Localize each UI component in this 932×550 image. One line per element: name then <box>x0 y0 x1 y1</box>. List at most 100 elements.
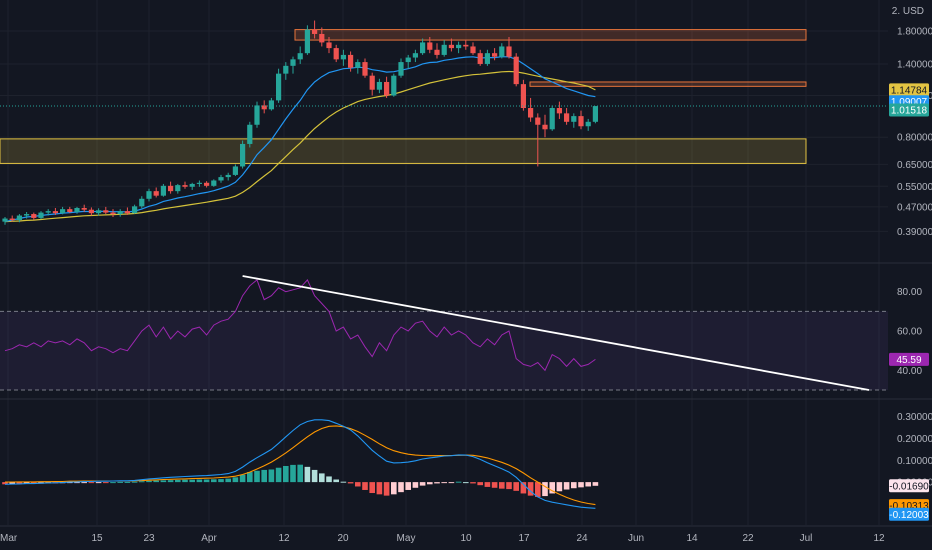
resistance-zone-top[interactable] <box>294 29 807 41</box>
candle[interactable] <box>304 25 310 55</box>
candle[interactable] <box>52 208 58 215</box>
candle[interactable] <box>103 206 109 215</box>
candle[interactable] <box>67 206 73 214</box>
macd-histogram-bar[interactable] <box>268 469 275 483</box>
macd-histogram-bar[interactable] <box>398 482 404 493</box>
candle[interactable] <box>153 187 159 198</box>
macd-histogram-bar[interactable] <box>455 481 462 483</box>
currency-label[interactable]: 2. USD <box>891 6 924 17</box>
macd-histogram-bar[interactable] <box>542 482 548 497</box>
candle[interactable] <box>348 51 354 72</box>
candle[interactable] <box>196 180 202 187</box>
macd-histogram-bar[interactable] <box>146 480 152 483</box>
candle[interactable] <box>110 209 116 218</box>
candle[interactable] <box>463 40 469 50</box>
last-price-tag[interactable]: 1.01518 <box>889 103 929 117</box>
rsi-line[interactable] <box>4 279 596 372</box>
macd-histogram-bar[interactable] <box>211 479 217 483</box>
candle[interactable] <box>427 36 433 54</box>
candle[interactable] <box>492 48 498 61</box>
macd-histogram-bar[interactable] <box>463 482 469 484</box>
candle[interactable] <box>290 56 296 74</box>
macd-histogram-bar[interactable] <box>369 482 375 494</box>
candle[interactable] <box>340 49 346 66</box>
macd-histogram-bar[interactable] <box>383 482 390 496</box>
macd-histogram-bar[interactable] <box>470 482 476 484</box>
candle[interactable] <box>9 215 15 222</box>
candle[interactable] <box>232 164 238 177</box>
macd-histogram-bar[interactable] <box>585 482 591 487</box>
candle[interactable] <box>412 49 418 63</box>
macd-histogram-bar[interactable] <box>218 479 224 483</box>
candle[interactable] <box>268 97 274 111</box>
macd-histogram-bar[interactable] <box>319 473 325 483</box>
macd-histogram-bar[interactable] <box>592 482 599 486</box>
candle[interactable] <box>160 183 166 197</box>
macd-histogram-bar[interactable] <box>499 482 505 489</box>
macd-histogram-bar[interactable] <box>333 479 339 483</box>
macd-histogram-bar[interactable] <box>347 482 354 484</box>
candle[interactable] <box>189 182 195 190</box>
macd-histogram-bar[interactable] <box>419 482 426 486</box>
macd-histogram-bar[interactable] <box>95 482 102 484</box>
candle[interactable] <box>564 108 570 125</box>
candle[interactable] <box>182 181 188 189</box>
candle[interactable] <box>506 36 512 59</box>
macd-line[interactable] <box>4 419 596 509</box>
candle[interactable] <box>204 181 210 188</box>
candle[interactable] <box>81 204 87 213</box>
time-axis[interactable]: Mar 15 23 Apr 12 20 May 10 17 24 Jun 14 22 Jul 12 <box>0 525 932 544</box>
candle[interactable] <box>542 114 548 138</box>
candle[interactable] <box>45 209 51 216</box>
macd-histogram-bar[interactable] <box>81 482 87 484</box>
candle[interactable] <box>247 121 253 148</box>
macd-histogram-bar[interactable] <box>448 482 455 484</box>
candle[interactable] <box>470 42 476 55</box>
candle[interactable] <box>319 27 325 47</box>
candle[interactable] <box>571 113 577 128</box>
candle[interactable] <box>254 101 260 128</box>
macd-histogram-bar[interactable] <box>23 482 30 484</box>
candle[interactable] <box>88 207 94 216</box>
macd-histogram-bar[interactable] <box>362 482 368 490</box>
price-pane[interactable] <box>0 20 888 232</box>
macd-histogram-bar[interactable] <box>261 469 267 483</box>
macd-histogram-bar[interactable] <box>2 482 8 485</box>
candle[interactable] <box>326 36 332 54</box>
candle[interactable] <box>218 174 224 183</box>
resistance-zone-mid[interactable] <box>529 81 807 87</box>
candle[interactable] <box>384 76 390 98</box>
macd-histogram-bar[interactable] <box>427 482 433 485</box>
macd-histogram-bar[interactable] <box>110 482 116 484</box>
ema-slow-line[interactable] <box>4 70 596 223</box>
candle[interactable] <box>391 73 397 97</box>
macd-histogram-bar[interactable] <box>412 482 419 488</box>
macd-histogram-bar[interactable] <box>441 482 447 484</box>
macd-histogram-bar[interactable] <box>340 481 347 483</box>
macd-histogram-bar[interactable] <box>74 482 80 484</box>
macd-histogram-bar[interactable] <box>9 482 15 485</box>
macd-histogram-bar[interactable] <box>117 481 123 483</box>
macd-histogram-bar[interactable] <box>203 479 210 483</box>
macd-histogram-bar[interactable] <box>160 480 167 483</box>
candle[interactable] <box>124 207 130 215</box>
candle[interactable] <box>420 38 426 55</box>
candle[interactable] <box>448 38 454 52</box>
candle[interactable] <box>38 211 44 220</box>
macd-histogram-bar[interactable] <box>16 482 23 485</box>
candle[interactable] <box>31 212 37 221</box>
candle[interactable] <box>175 183 181 194</box>
macd-histogram-bar[interactable] <box>131 481 138 483</box>
candle[interactable] <box>355 59 361 74</box>
macd-histogram-bar[interactable] <box>124 481 131 483</box>
macd-histogram-bar[interactable] <box>139 481 145 483</box>
macd-histogram-bar[interactable] <box>232 477 239 483</box>
rsi-pane[interactable] <box>0 275 888 391</box>
macd-histogram-bar[interactable] <box>513 482 519 491</box>
candle[interactable] <box>520 79 526 111</box>
macd-histogram-bar[interactable] <box>182 479 188 483</box>
candle[interactable] <box>168 181 174 194</box>
macd-histogram-bar[interactable] <box>578 482 584 488</box>
candle[interactable] <box>60 206 66 215</box>
